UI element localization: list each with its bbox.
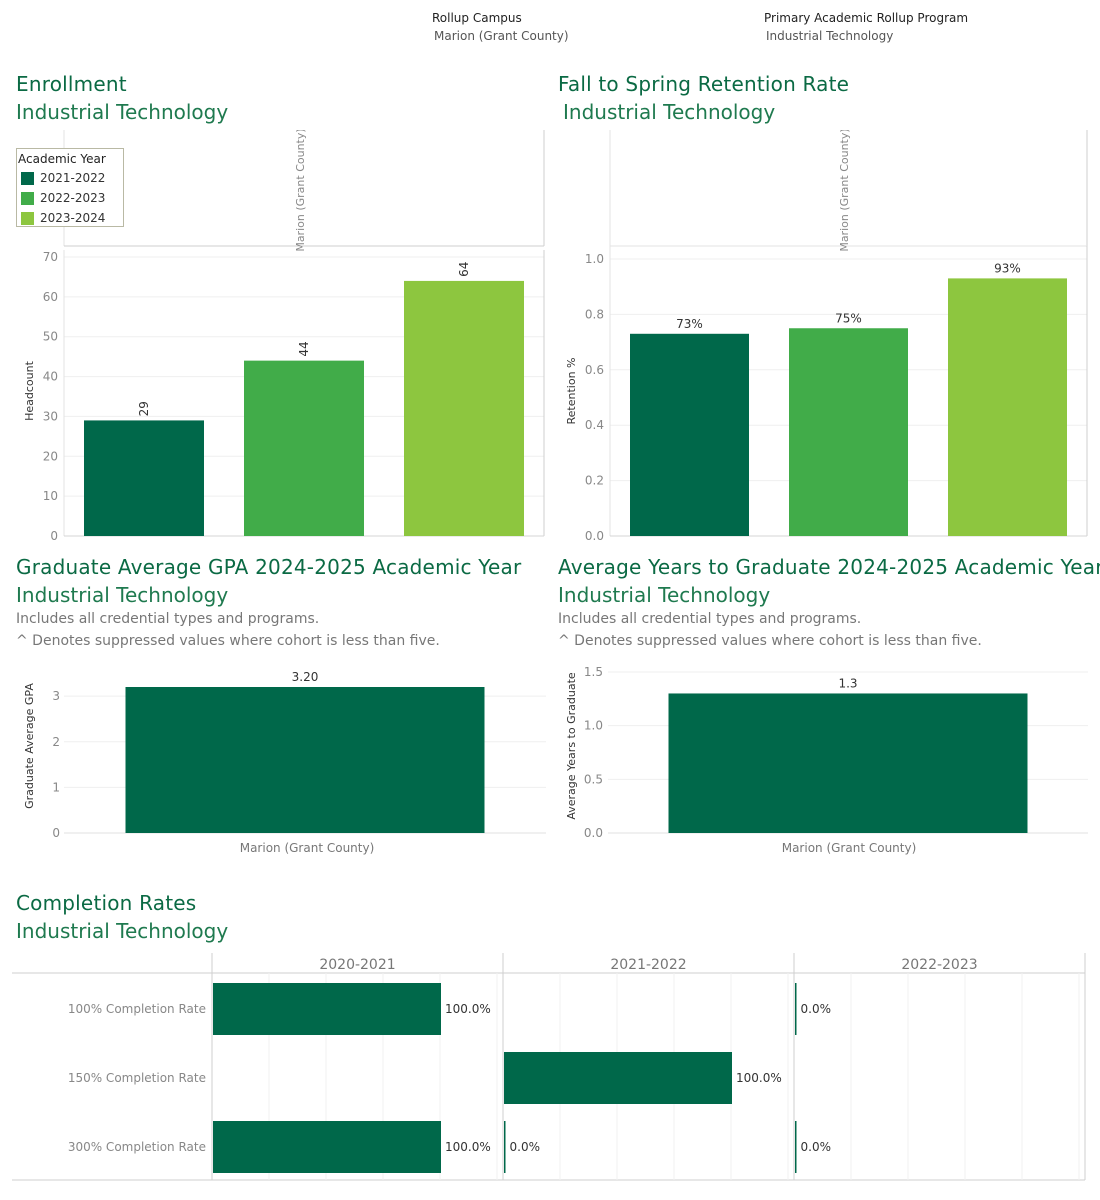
program-filter-label: Primary Academic Rollup Program — [764, 11, 969, 25]
completion-title: Completion Rates — [16, 891, 197, 915]
y-tick-label: 1.0 — [584, 719, 603, 733]
gpa-chart: 0 1 2 3 3.20 Graduate Average GPA Marion (G… — [23, 670, 546, 855]
retention-title: Fall to Spring Retention Rate — [558, 72, 850, 96]
y-tick-label: 1 — [52, 780, 60, 794]
completion-bar-0-2[interactable] — [795, 983, 797, 1035]
bar-enrollment-2[interactable] — [404, 280, 524, 536]
completion-bar-2-2[interactable] — [795, 1121, 797, 1173]
gpa-note-suppressed: ^ Denotes suppressed values where cohort… — [16, 633, 440, 649]
bar-retention-2[interactable] — [948, 278, 1067, 536]
gpa-note-credentials: Includes all credential types and progra… — [16, 611, 320, 627]
completion-value-label: 100.0% — [445, 1140, 491, 1154]
bar-value-label: 1.3 — [838, 676, 857, 690]
bar-years-0[interactable] — [668, 693, 1028, 833]
retention-subtitle: Industrial Technology — [563, 100, 776, 124]
y-tick-label: 60 — [43, 290, 58, 304]
legend-swatch — [21, 191, 34, 205]
bar-value-label: 44 — [297, 341, 311, 356]
retention-y-axis-label: Retention % — [565, 358, 578, 425]
completion-value-label: 0.0% — [801, 1140, 832, 1154]
retention-chart: Marion (Grant County) 0.0 0.2 0.4 0.6 0.8 1.0… — [565, 130, 1088, 542]
years-subtitle: Industrial Technology — [558, 583, 771, 607]
bar-value-label: 93% — [994, 261, 1021, 275]
gpa-title: Graduate Average GPA 2024-2025 Academic … — [16, 555, 522, 579]
bar-value-label: 73% — [676, 317, 703, 331]
completion-bar-1-1[interactable] — [504, 1052, 732, 1104]
legend-item-2021-2022[interactable]: 2021-2022 — [17, 168, 123, 188]
y-tick-label: 1.5 — [584, 665, 603, 679]
y-tick-label: 0.0 — [584, 826, 603, 840]
row-label-0: 100% Completion Rate — [68, 1002, 206, 1016]
legend-item-2023-2024[interactable]: 2023-2024 — [17, 208, 123, 228]
y-tick-label: 70 — [43, 250, 58, 264]
column-header-2: 2022-2023 — [901, 957, 977, 973]
y-tick-label: 20 — [43, 449, 58, 463]
bar-enrollment-1[interactable] — [244, 360, 364, 536]
campus-filter-value[interactable]: Marion (Grant County) — [434, 29, 569, 43]
y-tick-label: 0.0 — [585, 529, 604, 542]
program-filter-value[interactable]: Industrial Technology — [766, 29, 894, 43]
y-tick-label: 40 — [43, 370, 58, 384]
completion-bar-0-0[interactable] — [213, 983, 441, 1035]
column-header-1: 2021-2022 — [610, 957, 686, 973]
completion-value-label: 100.0% — [736, 1071, 782, 1085]
y-tick-label: 0.8 — [585, 307, 604, 321]
y-tick-label: 50 — [43, 330, 58, 344]
bar-value-label: 29 — [137, 401, 151, 416]
completion-value-label: 100.0% — [445, 1002, 491, 1016]
y-tick-label: 0.5 — [584, 772, 603, 786]
legend-title: Academic Year — [18, 152, 106, 166]
retention-column-header: Marion (Grant County) — [838, 130, 851, 252]
legend-swatch — [21, 211, 34, 225]
y-tick-label: 2 — [52, 735, 60, 749]
years-title: Average Years to Graduate 2024-2025 Acad… — [558, 555, 1100, 579]
completion-bar-2-0[interactable] — [213, 1121, 441, 1173]
column-header-0: 2020-2021 — [319, 957, 395, 973]
bar-retention-0[interactable] — [630, 333, 749, 536]
enrollment-y-axis-label: Headcount — [23, 360, 36, 420]
bar-retention-1[interactable] — [789, 328, 908, 536]
legend-item-2022-2023[interactable]: 2022-2023 — [17, 188, 123, 208]
enrollment-chart: Marion (Grant County) 0 10 20 30 40 50 60 70 29… — [23, 130, 545, 542]
y-tick-label: 1.0 — [585, 252, 604, 266]
enrollment-column-header: Marion (Grant County) — [294, 130, 307, 252]
completion-chart: 2020-2021 2021-2022 2022-2023 100% Completi… — [12, 953, 1086, 1181]
campus-filter-label: Rollup Campus — [432, 11, 522, 25]
row-label-2: 300% Completion Rate — [68, 1140, 206, 1154]
legend-swatch — [21, 171, 34, 185]
row-label-1: 150% Completion Rate — [68, 1071, 206, 1085]
completion-bar-2-1[interactable] — [504, 1121, 506, 1173]
y-tick-label: 0 — [52, 826, 60, 840]
enrollment-subtitle: Industrial Technology — [16, 100, 229, 124]
bar-gpa-0[interactable] — [125, 687, 485, 833]
legend-label: 2022-2023 — [40, 191, 106, 205]
legend-label: 2021-2022 — [40, 171, 106, 185]
y-tick-label: 0.2 — [585, 474, 604, 488]
y-tick-label: 3 — [52, 689, 60, 703]
legend-label: 2023-2024 — [40, 211, 106, 225]
y-tick-label: 0.4 — [585, 418, 604, 432]
years-y-axis-label: Average Years to Graduate — [565, 672, 578, 820]
bar-value-label: 3.20 — [292, 670, 319, 684]
years-note-suppressed: ^ Denotes suppressed values where cohort… — [558, 633, 982, 649]
y-tick-label: 0.6 — [585, 363, 604, 377]
completion-value-label: 0.0% — [510, 1140, 541, 1154]
bar-enrollment-0[interactable] — [84, 420, 204, 536]
gpa-y-axis-label: Graduate Average GPA — [23, 683, 36, 809]
bar-value-label: 75% — [835, 311, 862, 325]
y-tick-label: 0 — [50, 529, 58, 542]
y-tick-label: 30 — [43, 409, 58, 423]
years-x-category-label: Marion (Grant County) — [782, 841, 917, 855]
years-note-credentials: Includes all credential types and progra… — [558, 611, 862, 627]
gpa-x-category-label: Marion (Grant County) — [240, 841, 375, 855]
years-chart: 0.0 0.5 1.0 1.5 1.3 Average Years to Gradua… — [565, 665, 1088, 855]
bar-value-label: 64 — [457, 262, 471, 277]
gpa-subtitle: Industrial Technology — [16, 583, 229, 607]
enrollment-title: Enrollment — [16, 72, 127, 96]
completion-value-label: 0.0% — [801, 1002, 832, 1016]
enrollment-legend[interactable]: Academic Year 2021-2022 2022-2023 2023-2… — [16, 148, 124, 227]
y-tick-label: 10 — [43, 489, 58, 503]
completion-subtitle: Industrial Technology — [16, 919, 229, 943]
